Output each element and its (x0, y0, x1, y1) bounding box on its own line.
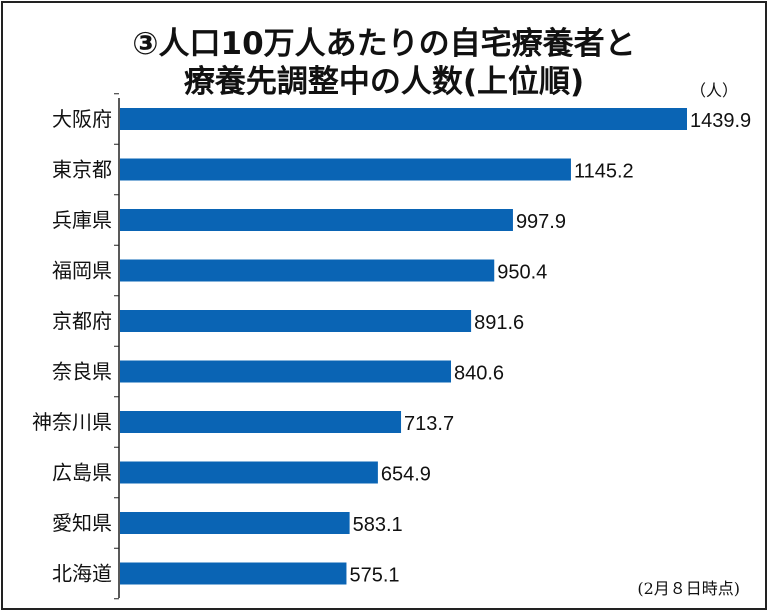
date-note: (2月８日時点) (637, 579, 740, 598)
value-label: 654.9 (381, 464, 431, 486)
category-label: 大阪府 (52, 107, 112, 131)
bar (120, 209, 513, 231)
category-label: 兵庫県 (52, 208, 112, 232)
value-label: 997.9 (516, 211, 566, 233)
value-label: 950.4 (497, 262, 547, 284)
category-label: 神奈川県 (32, 410, 112, 434)
bar (120, 411, 402, 433)
bar (120, 512, 350, 534)
category-label: 北海道 (52, 562, 112, 586)
bar (120, 562, 347, 585)
chart-title-line2: 療養先調整中の人数(上位順) (183, 64, 585, 100)
category-label: 広島県 (52, 461, 112, 485)
value-label: 891.6 (474, 312, 524, 334)
bar (120, 360, 452, 383)
bar (120, 461, 378, 484)
value-label: 840.6 (454, 363, 504, 385)
unit-label: （人） (690, 81, 738, 100)
bar (120, 310, 472, 332)
value-label: 1145.2 (574, 161, 634, 183)
value-label: 575.1 (349, 565, 399, 587)
category-label: 福岡県 (52, 259, 112, 283)
value-label: 583.1 (353, 514, 403, 536)
category-label: 東京都 (52, 158, 112, 182)
bar (120, 158, 571, 181)
bar (120, 259, 495, 282)
category-label: 愛知県 (52, 511, 112, 535)
chart-title-line1: ③人口10万人あたりの自宅療養者と (132, 26, 636, 62)
category-label: 奈良県 (52, 360, 112, 384)
category-label: 京都府 (52, 309, 112, 333)
value-label: 1439.9 (690, 110, 751, 132)
bar (120, 108, 687, 130)
value-label: 713.7 (404, 413, 454, 435)
